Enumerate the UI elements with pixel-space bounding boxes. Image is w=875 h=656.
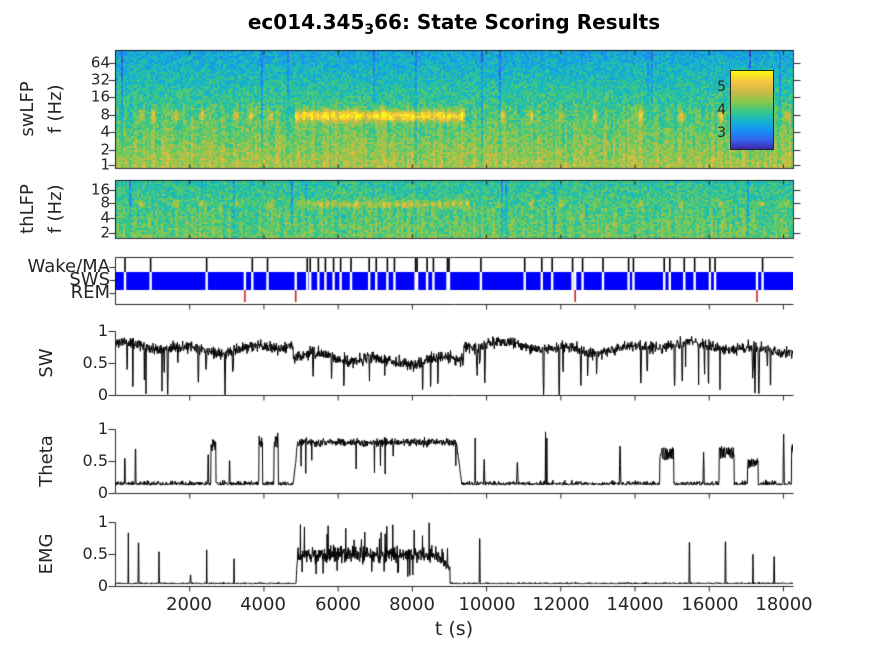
state-scoring-figure: ec014.345366: State Scoring Results swLF… (0, 0, 875, 656)
axes-overlay-canvas (0, 0, 875, 656)
